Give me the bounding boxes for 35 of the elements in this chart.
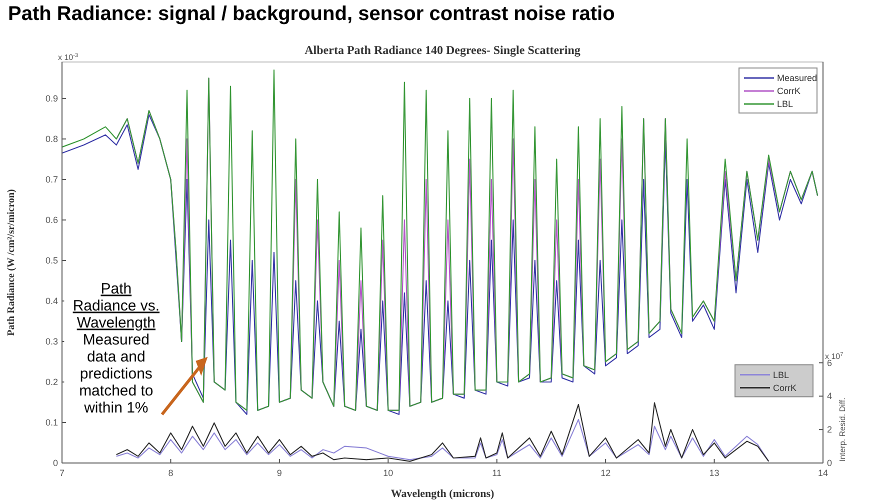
x-tick-label: 10 (383, 468, 394, 478)
y-tick-label: 0.5 (45, 255, 58, 266)
y-tick-label: 0.4 (45, 296, 58, 306)
chart-title: Path Radiance: signal / background, sensor contrast noise ratio (8, 3, 615, 25)
x-tick-label: 7 (59, 468, 65, 478)
annotation: Measured data and predictions matched to within 1% (79, 332, 154, 417)
y-tick-label: 0.2 (45, 376, 58, 387)
y-tick-label: 0.3 (45, 336, 58, 346)
y-tick-label: 0.6 (45, 214, 58, 225)
text: x 10$^{-3}$ (58, 53, 78, 62)
y-tick-label: 0.1 (45, 417, 58, 428)
annotation: Path Radiance vs. Wavelength (72, 280, 160, 332)
y-axis-title: Path Radiance (W /cm²/sr/micron) (6, 189, 17, 336)
x-tick-label: 12 (600, 468, 611, 478)
chart-subtitle: Alberta Path Radiance 140 Degrees- Single Scattering (304, 43, 580, 57)
y-tick-label: 0.8 (45, 134, 58, 144)
legend-label: Measured (777, 73, 818, 83)
x-tick-label: 8 (168, 468, 174, 478)
y2-axis-title: Interp. Resid. Diff. (838, 398, 847, 462)
legend-label: CorrK (777, 86, 801, 96)
x-tick-label: 11 (492, 468, 502, 478)
legend-label: LBL (777, 99, 794, 109)
y-tick-label: 0 (52, 458, 58, 468)
x-tick-label: 9 (276, 468, 282, 478)
legend-label: LBL (773, 370, 790, 380)
y-tick-label: 0.9 (45, 93, 58, 104)
legend-label: CorrK (773, 382, 797, 393)
line-series (116, 419, 770, 462)
y2-tick-label: 2 (827, 424, 832, 435)
y2-tick-label: 4 (827, 391, 832, 402)
y-tick-label: 0.7 (45, 174, 58, 184)
x-tick-label: 14 (818, 468, 828, 478)
x-tick-label: 13 (709, 468, 720, 478)
y2-tick-label: 0 (827, 458, 832, 468)
x-axis-title: Wavelength (microns) (390, 488, 495, 500)
